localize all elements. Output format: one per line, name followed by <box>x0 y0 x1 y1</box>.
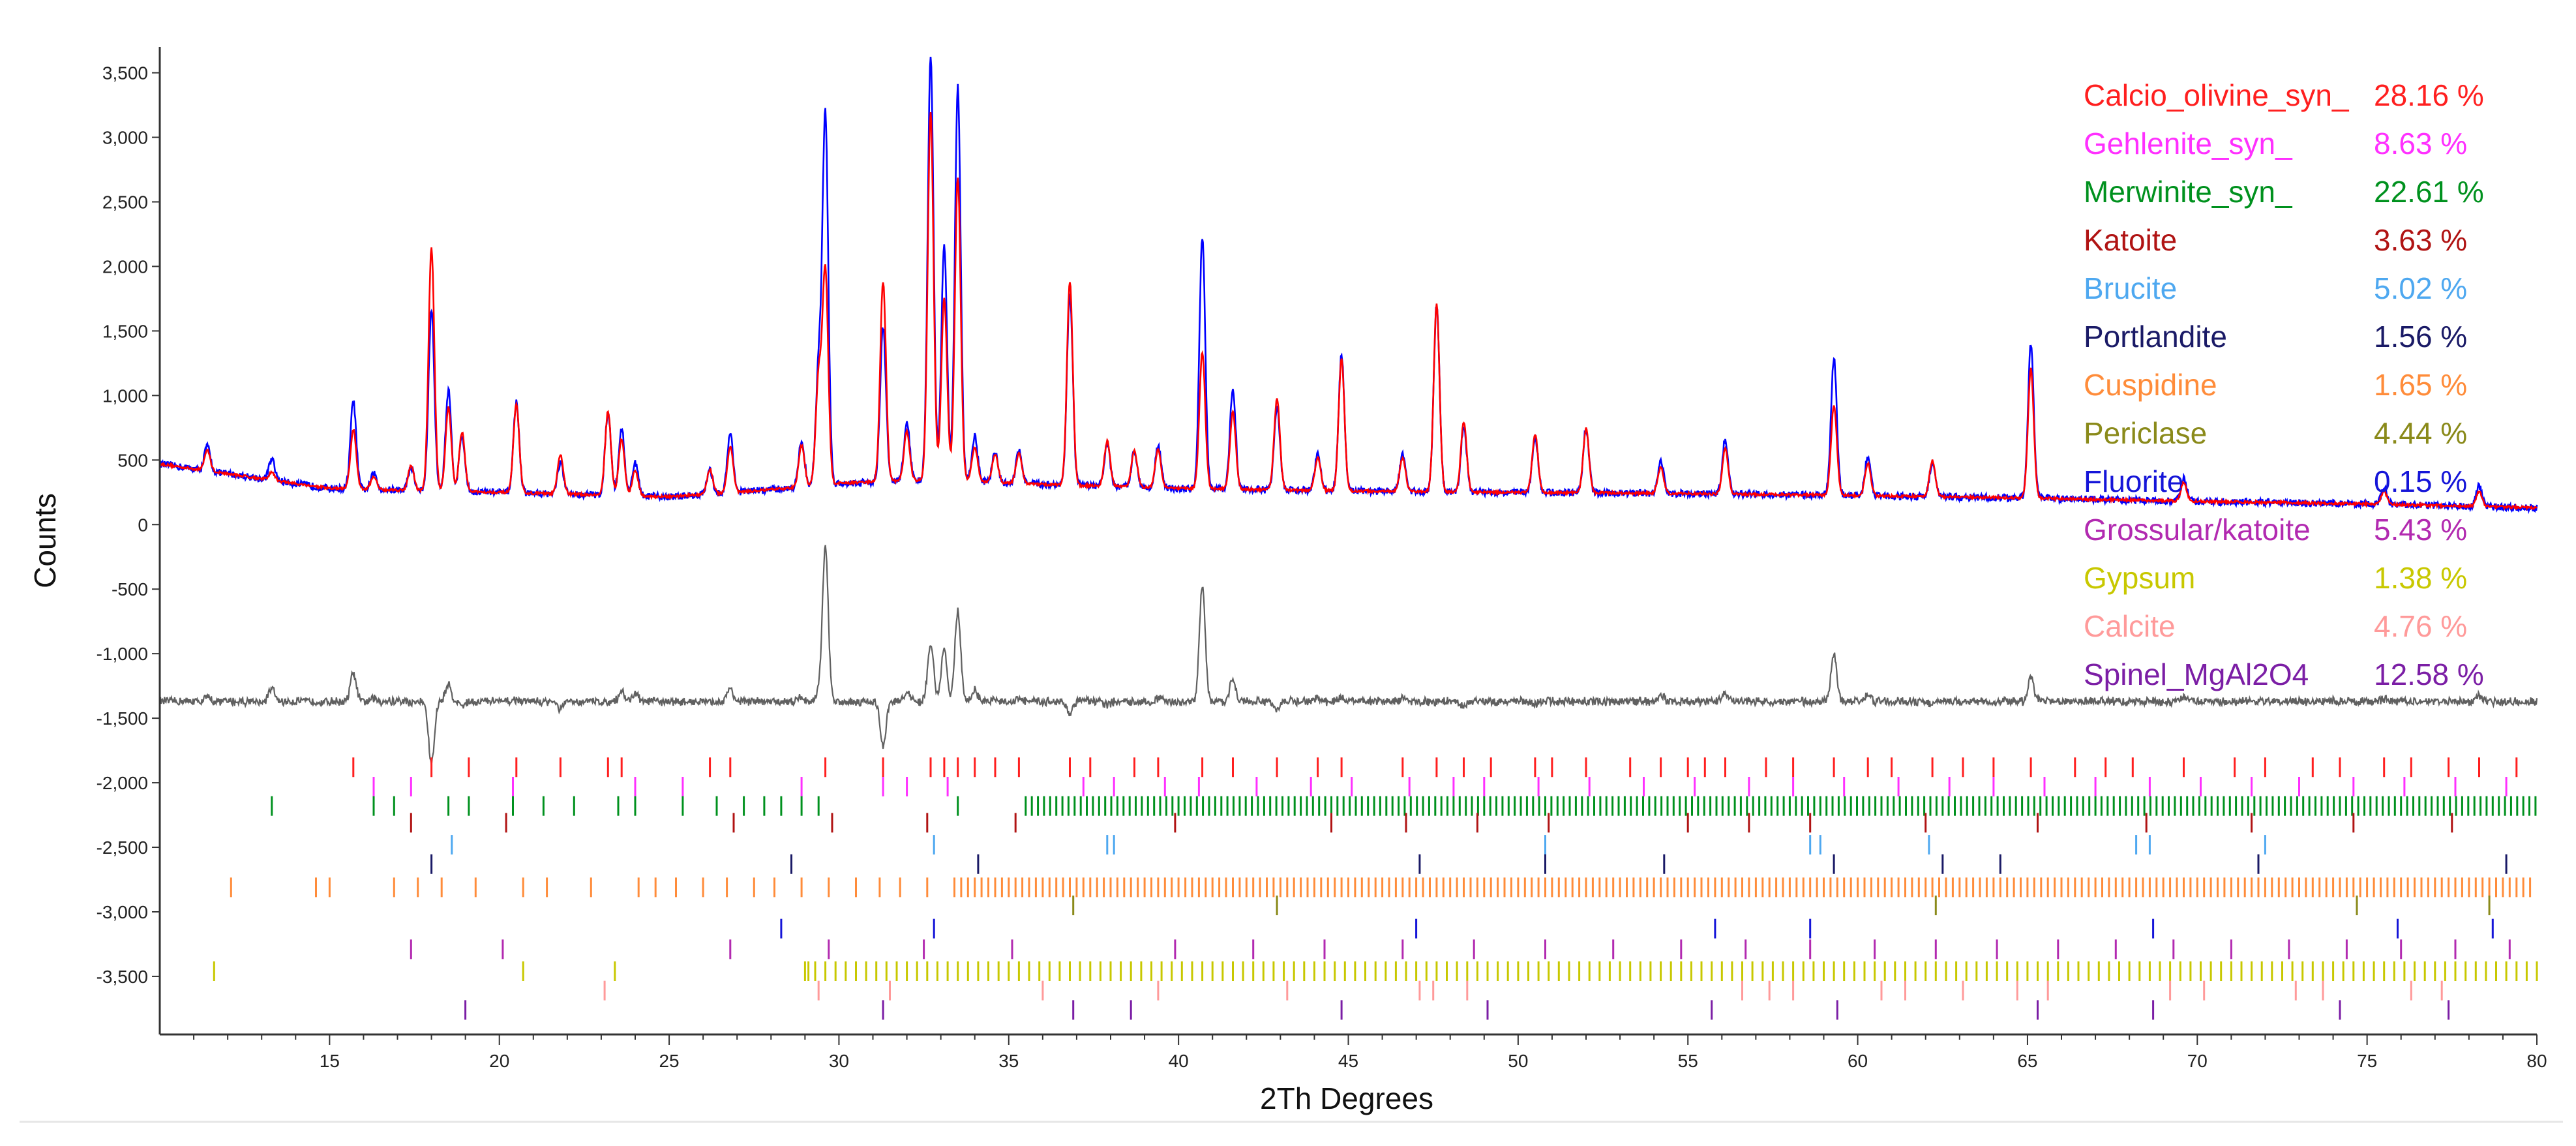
legend-phase-name: Calcite <box>2084 609 2176 643</box>
x-tick-label: 60 <box>1848 1051 1868 1071</box>
x-tick-label: 35 <box>998 1051 1019 1071</box>
legend-phase-percent: 1.56 % <box>2374 320 2467 354</box>
y-tick-label: -500 <box>112 579 148 599</box>
y-tick-label: 2,000 <box>102 256 148 277</box>
x-tick-label: 15 <box>320 1051 340 1071</box>
y-tick-label: 3,000 <box>102 128 148 148</box>
legend-phase-percent: 22.61 % <box>2374 175 2484 209</box>
x-tick-label: 40 <box>1169 1051 1189 1071</box>
phase-ticks-1 <box>372 777 2508 796</box>
y-tick-label: 1,000 <box>102 385 148 406</box>
phase-ticks-0 <box>352 757 2518 777</box>
y-tick-label: 2,500 <box>102 192 148 212</box>
phase-ticks-2 <box>271 796 2537 816</box>
legend-phase-name: Grossular/katoite <box>2084 513 2311 547</box>
y-tick-label: -3,500 <box>97 967 148 987</box>
x-tick-label: 45 <box>1338 1051 1358 1071</box>
difference-layer <box>158 545 2538 766</box>
legend-phase-percent: 28.16 % <box>2374 78 2484 112</box>
y-axis-title: Counts <box>28 493 62 588</box>
y-tick-label: -2,000 <box>97 773 148 793</box>
phase-ticks-3 <box>410 813 2453 833</box>
legend-phase-name: Spinel_MgAl2O4 <box>2084 657 2309 691</box>
y-tick-label: -1,000 <box>97 644 148 664</box>
x-ticks: 15 20 25 30 35 40 45 50 55 60 65 70 75 80 <box>193 1034 2547 1071</box>
x-tick-label: 65 <box>2017 1051 2037 1071</box>
x-tick-label: 75 <box>2357 1051 2377 1071</box>
legend-phase-percent: 3.63 % <box>2374 223 2467 257</box>
legend-phase-name: Calcio_olivine_syn_ <box>2084 78 2350 112</box>
legend-phase-percent: 12.58 % <box>2374 657 2484 691</box>
y-tick-label: -2,500 <box>97 837 148 858</box>
phase-ticks-7 <box>1072 896 2491 916</box>
legend-phase-name: Brucite <box>2084 271 2177 305</box>
legend-phase-percent: 5.02 % <box>2374 271 2467 305</box>
phase-ticks-5 <box>430 854 2508 874</box>
calculated-curve <box>158 112 2538 511</box>
phase-ticks-6 <box>230 877 2532 897</box>
legend-phase-percent: 1.38 % <box>2374 561 2467 595</box>
legend-phase-percent: 5.43 % <box>2374 513 2467 547</box>
x-tick-label: 25 <box>659 1051 679 1071</box>
legend-phase-name: Gehlenite_syn_ <box>2084 127 2293 160</box>
legend-phase-name: Merwinite_syn_ <box>2084 175 2293 209</box>
y-tick-label: -1,500 <box>97 708 148 729</box>
x-tick-label: 20 <box>489 1051 509 1071</box>
legend-phase-name: Portlandite <box>2084 320 2227 354</box>
y-ticks: 3,500 3,000 2,500 2,000 1,500 1,000 500 0 -500 -1… <box>97 63 160 987</box>
legend-phase-name: Periclase <box>2084 416 2207 450</box>
difference-curve <box>158 545 2538 766</box>
x-tick-label: 70 <box>2187 1051 2208 1071</box>
legend-phase-percent: 4.76 % <box>2374 609 2467 643</box>
calculated-layer <box>158 112 2538 511</box>
y-tick-label: 3,500 <box>102 63 148 83</box>
legend-phase-name: Fluorite <box>2084 464 2183 498</box>
legend-phase-name: Katoite <box>2084 223 2177 257</box>
legend-phase-percent: 0.15 % <box>2374 464 2467 498</box>
legend-phase-percent: 8.63 % <box>2374 127 2467 160</box>
legend-phase-percent: 1.65 % <box>2374 368 2467 402</box>
phase-ticks-8 <box>780 918 2494 939</box>
x-axis-title: 2Th Degrees <box>1260 1081 1433 1115</box>
legend-phase-name: Cuspidine <box>2084 368 2217 402</box>
legend-phase-percent: 4.44 % <box>2374 416 2467 450</box>
phase-ticks-11 <box>603 980 2443 1001</box>
phase-ticks-9 <box>410 939 2511 959</box>
phase-ticks-4 <box>451 835 2266 855</box>
y-tick-label: -3,000 <box>97 902 148 922</box>
y-tick-label: 500 <box>117 450 148 470</box>
x-tick-label: 55 <box>1678 1051 1698 1071</box>
reflection-ticks-layer <box>213 757 2538 1020</box>
x-tick-label: 50 <box>1508 1051 1528 1071</box>
x-tick-label: 30 <box>829 1051 849 1071</box>
x-tick-label: 80 <box>2526 1051 2547 1071</box>
phase-legend: Calcio_olivine_syn_ 28.16 % Gehlenite_syn_… <box>2084 78 2484 691</box>
y-tick-label: 1,500 <box>102 321 148 341</box>
legend-phase-name: Gypsum <box>2084 561 2195 595</box>
phase-ticks-10 <box>213 961 2538 981</box>
phase-ticks-12 <box>464 1000 2450 1020</box>
y-tick-label: 0 <box>138 515 148 535</box>
